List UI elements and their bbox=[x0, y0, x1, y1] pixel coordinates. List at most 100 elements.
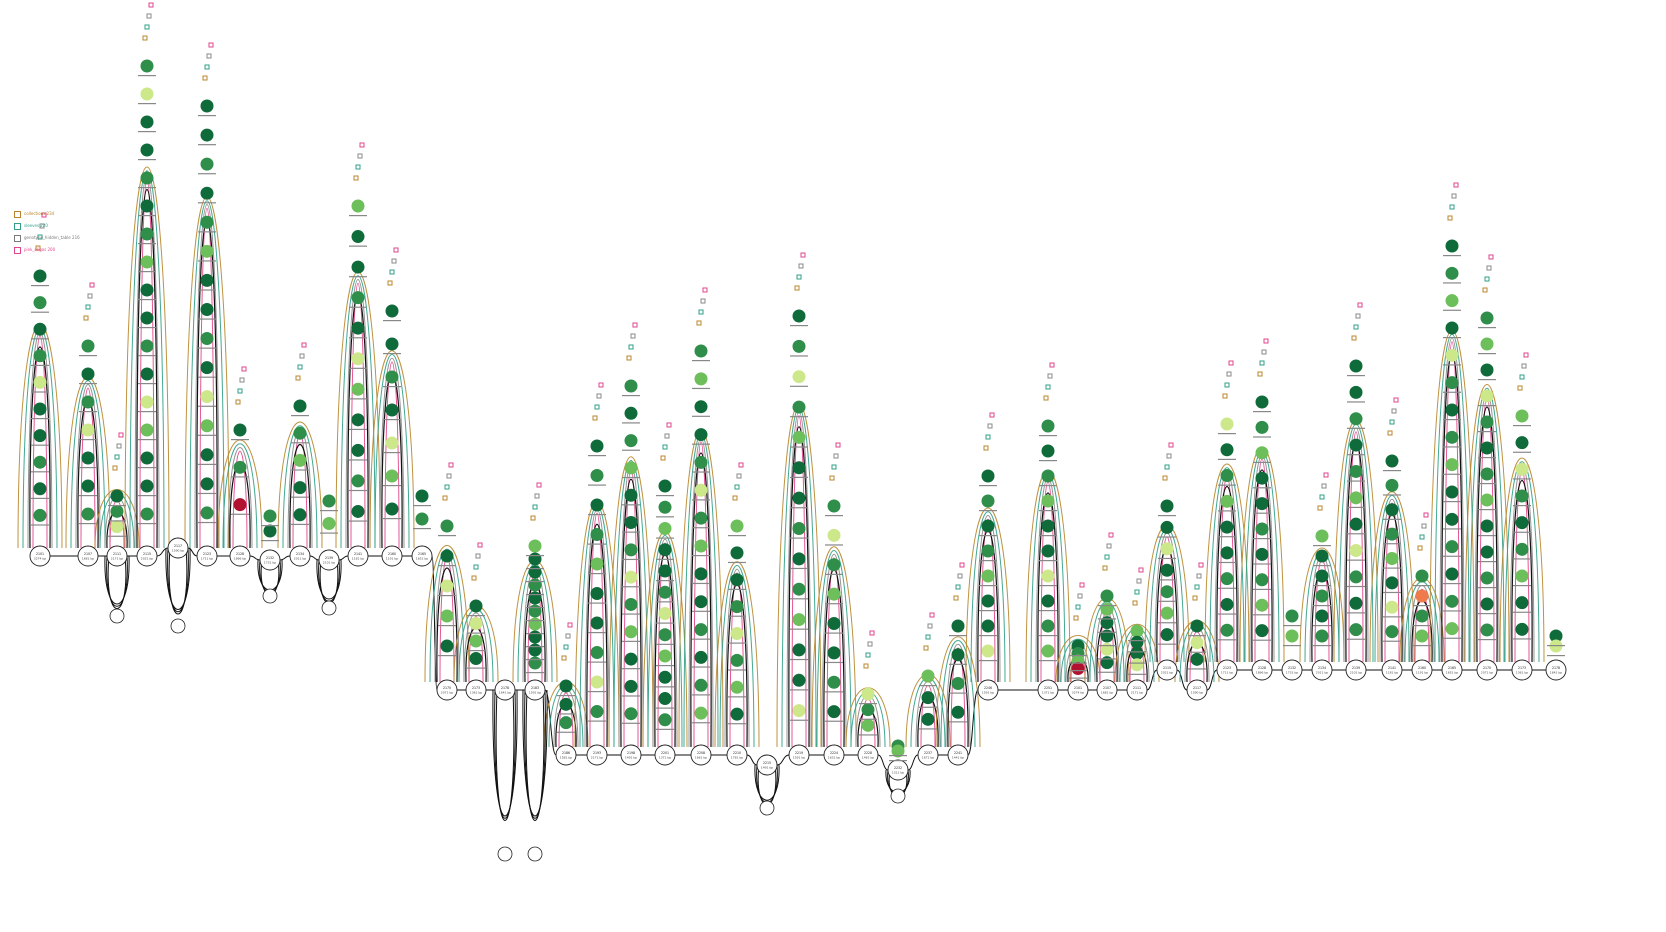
backbone-node bbox=[381, 545, 403, 567]
arc-marker bbox=[389, 269, 395, 275]
variant-node bbox=[351, 321, 365, 335]
legend-item[interactable]: genotype_hidden_table 216 bbox=[14, 232, 80, 244]
arc-marker bbox=[1108, 532, 1114, 538]
variant-caption bbox=[588, 514, 606, 516]
arc-marker bbox=[355, 164, 361, 170]
variant-node bbox=[1255, 598, 1269, 612]
variant-caption bbox=[949, 635, 967, 637]
variant-node bbox=[1315, 629, 1329, 643]
variant-node bbox=[1220, 469, 1234, 483]
variant-caption bbox=[1253, 538, 1271, 540]
variant-caption bbox=[231, 513, 249, 515]
arc-marker bbox=[146, 13, 152, 19]
variant-node bbox=[694, 400, 708, 414]
variant-node bbox=[1385, 503, 1399, 517]
variant-caption bbox=[198, 115, 216, 117]
haplotype-arc bbox=[282, 425, 318, 549]
variant-caption bbox=[622, 722, 640, 724]
variant-node bbox=[1445, 512, 1459, 526]
variant-caption bbox=[198, 521, 216, 524]
arc-marker bbox=[204, 64, 210, 70]
variant-node bbox=[110, 489, 124, 503]
backbone-node bbox=[347, 545, 369, 567]
variant-node bbox=[1480, 441, 1494, 455]
variant-caption bbox=[825, 603, 843, 605]
variant-node bbox=[590, 498, 604, 512]
arc-marker bbox=[953, 595, 959, 601]
backbone-node-id: 2178 bbox=[1552, 666, 1560, 670]
variant-caption bbox=[1443, 419, 1461, 421]
legend-item[interactable]: collections 234 bbox=[14, 208, 80, 220]
backbone-node-id: 2128 bbox=[236, 552, 244, 556]
variant-caption bbox=[656, 558, 674, 560]
backbone-node bbox=[654, 744, 676, 766]
backbone-node-id: 2173 bbox=[1518, 666, 1526, 670]
arc-marker bbox=[800, 252, 806, 258]
variant-caption bbox=[1158, 622, 1176, 624]
variant-node bbox=[200, 157, 214, 171]
variant-caption bbox=[1513, 478, 1531, 480]
variant-node bbox=[694, 678, 708, 692]
variant-node bbox=[1071, 662, 1085, 675]
variant-caption bbox=[692, 415, 710, 417]
variant-node bbox=[792, 613, 806, 627]
legend-item[interactable]: sleeves 220 bbox=[14, 220, 80, 232]
backbone-node-id: 2132 bbox=[1288, 666, 1296, 670]
backbone-node bbox=[494, 679, 516, 701]
backbone-node bbox=[1476, 659, 1498, 681]
variant-caption bbox=[1443, 501, 1461, 503]
arc-marker bbox=[869, 630, 875, 636]
variant-caption bbox=[138, 411, 156, 413]
variant-caption bbox=[588, 543, 606, 545]
haplotype-arc bbox=[129, 170, 165, 549]
arc-marker bbox=[1523, 352, 1529, 358]
arc-marker bbox=[1077, 593, 1083, 599]
variant-caption bbox=[622, 668, 640, 670]
reference-arc bbox=[29, 346, 51, 549]
variant-caption bbox=[588, 720, 606, 722]
arc-marker bbox=[1073, 615, 1079, 621]
backbone-node bbox=[756, 754, 778, 776]
reference-arc bbox=[1216, 486, 1238, 663]
backbone-node bbox=[586, 744, 608, 766]
haplotype-arc bbox=[194, 204, 220, 549]
variant-caption bbox=[1513, 558, 1531, 560]
variant-caption bbox=[198, 463, 216, 465]
variant-node bbox=[1415, 609, 1429, 623]
variant-caption bbox=[467, 615, 485, 617]
arc-marker bbox=[202, 75, 208, 81]
variant-node bbox=[1445, 403, 1459, 417]
arc-marker bbox=[632, 322, 638, 328]
variant-caption bbox=[349, 428, 367, 431]
variant-node bbox=[528, 565, 542, 579]
variant-node bbox=[827, 558, 841, 572]
variant-node bbox=[1480, 519, 1494, 533]
arc-marker bbox=[563, 644, 569, 650]
arc-marker bbox=[1423, 512, 1429, 518]
variant-caption bbox=[622, 449, 640, 451]
variant-node bbox=[590, 646, 604, 659]
variant-node bbox=[110, 504, 124, 518]
variant-caption bbox=[31, 418, 49, 420]
variant-caption bbox=[622, 586, 640, 588]
haplotype-arc bbox=[950, 647, 966, 748]
variant-caption bbox=[1383, 591, 1401, 594]
backbone-node-id: 2107 bbox=[1103, 686, 1111, 690]
variant-node bbox=[694, 539, 708, 553]
legend-item[interactable]: pink_oligos 200 bbox=[14, 244, 80, 256]
haplotype-arc bbox=[1434, 334, 1470, 663]
variant-node bbox=[1100, 642, 1114, 656]
variant-node bbox=[1445, 376, 1459, 390]
variant-node bbox=[624, 488, 638, 502]
arc-marker bbox=[1389, 419, 1395, 425]
variant-caption bbox=[825, 691, 843, 693]
variant-caption bbox=[1158, 515, 1176, 517]
variant-caption bbox=[31, 524, 49, 526]
backbone-node-length: 1681 bp bbox=[82, 557, 94, 561]
arc-marker bbox=[1451, 193, 1457, 199]
variant-caption bbox=[1253, 614, 1271, 616]
variant-caption bbox=[790, 325, 808, 327]
arc-marker bbox=[1261, 349, 1267, 355]
variant-caption bbox=[31, 497, 49, 499]
arc-marker bbox=[700, 298, 706, 304]
